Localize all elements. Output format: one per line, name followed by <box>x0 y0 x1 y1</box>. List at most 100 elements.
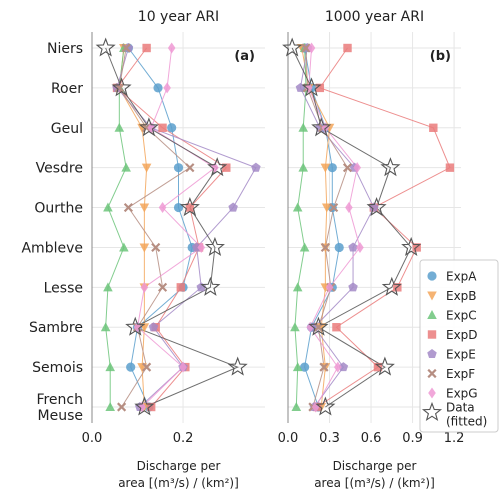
series-line-expd-b <box>316 47 451 408</box>
series-line-data-fitted-a <box>105 47 240 408</box>
point-expd-lesse-a <box>176 283 185 292</box>
series-expe-b <box>299 47 375 408</box>
point-expa-semois-a <box>126 362 136 372</box>
point-expc-geul-b <box>298 122 309 132</box>
point-data-fitted-geul-a <box>138 117 159 137</box>
point-expc-ambleve-a <box>119 242 129 252</box>
legend-entry-expf: ExpF <box>446 367 475 381</box>
point-expa-vesdre-a <box>173 163 184 173</box>
point-expe-lesse-b <box>348 282 358 292</box>
x-tick-b-2: 0.6 <box>361 431 382 446</box>
point-data-fitted-sambre-a <box>125 316 146 336</box>
point-data-fitted-lesse-b <box>381 276 402 296</box>
series-line-expb-b <box>301 47 331 408</box>
point-expg-geul-a <box>147 122 155 134</box>
series-data-fitted-b <box>291 47 412 408</box>
point-expg-niers-b <box>307 42 316 54</box>
series-points-expg-a <box>133 42 219 413</box>
point-expd-geul-a <box>158 123 167 132</box>
point-data-fitted-ourthe-a <box>179 197 200 217</box>
point-expc-geul-a <box>114 122 125 132</box>
point-expg-semois-a <box>179 361 187 373</box>
point-expg-vesdre-b <box>353 162 361 174</box>
point-expb-vesdre-b <box>320 163 331 173</box>
point-expe-vesdre-a <box>251 162 261 172</box>
series-line-expf-a <box>118 47 191 408</box>
point-expc-sambre-b <box>290 322 300 332</box>
point-expg-ambleve-b <box>356 241 364 253</box>
panel-title-a: 10 year ARI <box>138 9 219 25</box>
point-expb-ourthe-b <box>321 203 332 213</box>
series-points-expg-b <box>304 42 364 413</box>
series-line-expe-a <box>116 47 257 408</box>
point-expd-vesdre-b <box>445 163 455 172</box>
x-axis-label-b: Discharge per area [(m³/s) / (km²)] <box>314 459 435 490</box>
point-expg-french-meuse-b <box>311 401 320 413</box>
legend-marker-expf <box>427 368 437 379</box>
point-expf-ourthe-a <box>123 202 133 213</box>
point-expc-semois-a <box>105 362 116 372</box>
point-expc-ambleve-b <box>299 242 310 252</box>
series-points-expc-b <box>290 43 311 411</box>
legend-entry-expe: ExpE <box>446 348 476 362</box>
point-data-fitted-ambleve-a <box>204 236 225 256</box>
series-points-data-fitted-b <box>282 37 422 416</box>
point-expe-sambre-a <box>148 322 159 332</box>
point-data-fitted-vesdre-a <box>207 157 228 177</box>
series-expg-b <box>308 47 361 408</box>
point-data-fitted-geul-b <box>311 117 332 137</box>
legend-marker-expb <box>427 291 437 301</box>
point-expd-sambre-b <box>332 323 341 332</box>
point-data-fitted-semois-a <box>227 356 248 376</box>
series-points-expf-b <box>301 43 353 412</box>
panel-label-b: (b) <box>430 49 451 64</box>
series-expa-b <box>304 47 340 408</box>
point-expc-sambre-a <box>100 322 111 332</box>
point-expf-vesdre-a <box>185 163 195 173</box>
point-expe-ambleve-b <box>348 242 358 252</box>
point-expf-semois-a <box>142 362 152 372</box>
series-points-expd-a <box>112 43 231 412</box>
y-tick-sambre: Sambre <box>29 320 83 336</box>
point-expc-lesse-a <box>103 282 113 292</box>
series-data-fitted-a <box>105 47 240 408</box>
series-line-expc-b <box>294 47 307 408</box>
point-expg-roer-b <box>304 82 313 94</box>
series-points-expe-a <box>112 43 261 412</box>
panel-title-b: 1000 year ARI <box>325 9 424 25</box>
point-expf-vesdre-b <box>342 163 353 173</box>
point-expa-ambleve-b <box>334 242 344 253</box>
legend-marker-expa <box>427 271 437 281</box>
point-expa-roer-a <box>153 83 163 93</box>
x-tick-b-4: 1.2 <box>444 431 465 446</box>
point-expc-ourthe-a <box>103 202 113 212</box>
series-line-expc-a <box>105 47 127 407</box>
point-data-fitted-french-meuse-a <box>134 396 155 416</box>
point-expd-french-meuse-a <box>146 402 156 412</box>
point-expc-vesdre-b <box>298 162 309 172</box>
legend-marker-expc <box>427 310 437 319</box>
point-expg-lesse-b <box>325 281 334 293</box>
panel-1000-year-ari: 1000 year ARI (b) 0.0 0.3 0.6 0.9 1.2 Discharge… <box>278 9 465 490</box>
series-line-expb-a <box>118 47 148 408</box>
y-tick-roer: Roer <box>51 81 83 97</box>
legend-entry-expc: ExpC <box>446 309 477 323</box>
legend-entry-expd: ExpD <box>446 328 478 342</box>
series-expc-a <box>105 47 127 407</box>
series-points-data-fitted-a <box>95 37 248 416</box>
point-expf-ourthe-b <box>329 202 339 213</box>
point-data-fitted-roer-a <box>111 77 132 97</box>
point-expb-vesdre-a <box>141 163 152 173</box>
point-expg-niers-a <box>167 42 176 54</box>
point-expc-vesdre-a <box>121 162 131 172</box>
point-expe-niers-a <box>123 43 134 53</box>
series-line-expa-a <box>128 47 193 408</box>
panel-10-year-ari: 10 year ARI (a) Niers Roer Geul Vesdre Ourthe A… <box>21 9 265 490</box>
legend-box <box>419 259 499 433</box>
x-tick-b-0: 0.0 <box>278 431 299 446</box>
point-expf-french-meuse-a <box>117 402 127 412</box>
point-expf-niers-b <box>301 43 311 53</box>
x-tick-a-0: 0.0 <box>82 431 103 446</box>
point-expe-semois-b <box>338 362 349 372</box>
point-expg-lesse-a <box>140 281 149 293</box>
